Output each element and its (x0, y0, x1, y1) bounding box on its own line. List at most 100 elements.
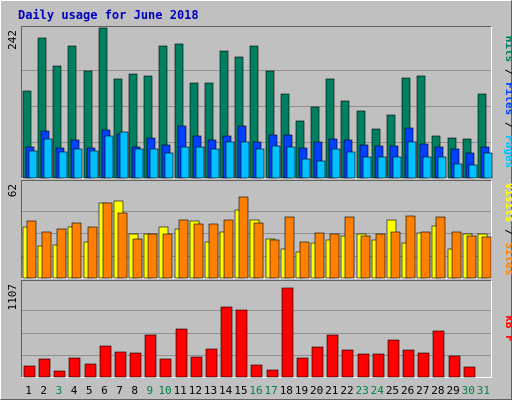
day-label: 12 (189, 384, 202, 397)
bar-sites (132, 238, 143, 279)
day-label: 22 (340, 384, 353, 397)
bar-sites (344, 216, 355, 279)
bar-sites (329, 233, 340, 279)
bar-sites (193, 223, 204, 279)
y-max-label: 62 (6, 184, 19, 197)
day-label: 25 (386, 384, 399, 397)
day-label: 27 (416, 384, 429, 397)
bar-kb-f (235, 309, 248, 378)
day-label: 10 (158, 384, 171, 397)
panel-hits_files_pages: 242 Hits / Files / Pages (6, 26, 512, 179)
plot-border-dark (21, 280, 492, 378)
bar-sites (269, 239, 280, 279)
day-label: 6 (101, 384, 108, 397)
bar-kb-f (417, 352, 430, 378)
bar-pages (164, 152, 174, 179)
day-label: 29 (446, 384, 459, 397)
bar-pages (346, 151, 356, 179)
bar-kb-f (341, 349, 354, 378)
bar-sites (117, 212, 128, 279)
bar-kb-f (68, 357, 81, 378)
bar-kb-f (357, 353, 370, 378)
plot-border-light (21, 180, 492, 279)
day-label: 5 (86, 384, 93, 397)
bar-sites (360, 235, 371, 279)
chart-title: Daily usage for June 2018 (18, 8, 199, 22)
axis-label-separator: / (503, 62, 512, 82)
bar-kb-f (387, 339, 400, 378)
plot-border-light (21, 280, 492, 378)
bar-kb-f (144, 334, 157, 378)
bar-pages (362, 156, 372, 179)
bar-kb-f (311, 346, 324, 378)
day-label: 15 (234, 384, 247, 397)
bar-sites (435, 216, 446, 279)
bar-kb-f (23, 365, 36, 378)
bar-sites (405, 215, 416, 279)
day-label: 14 (219, 384, 233, 397)
day-label: 21 (325, 384, 338, 397)
axis-label-part: Files (503, 82, 512, 115)
day-label: 24 (371, 384, 385, 397)
bar-sites (375, 233, 386, 279)
bar-sites (314, 232, 325, 279)
bar-pages (271, 145, 281, 179)
bar-kb-f (402, 349, 415, 378)
plot-border-dark (21, 180, 492, 279)
chart-panels: 242 Hits / Files / Pages 62 Visits / Sites 1… (6, 26, 512, 378)
day-label: 2 (40, 384, 47, 397)
bar-kb-f (38, 358, 51, 378)
axis-label-separator: / (503, 222, 512, 242)
panel-kbytes: 1107 kB F (6, 280, 512, 378)
bar-pages (43, 138, 53, 179)
bar-kb-f (190, 356, 203, 378)
bar-sites (284, 216, 295, 279)
bar-sites (451, 231, 462, 279)
day-label: 8 (131, 384, 138, 397)
bar-kb-f (114, 351, 127, 378)
bar-kb-f (250, 364, 263, 378)
bar-kb-f (281, 287, 294, 378)
bar-kb-f (175, 328, 188, 378)
bar-kb-f (326, 334, 339, 378)
bar-kb-f (220, 306, 233, 378)
panel-visits_sites: 62 Visits / Sites (6, 180, 512, 279)
day-axis: 1 2 3 4 5 6 7 8 9 10 11 12 13 14 15 16 17 18 19 20 21 22 23 24 2… (25, 384, 490, 397)
bar-pages (407, 141, 417, 179)
bar-pages (210, 148, 220, 179)
bar-pages (195, 146, 205, 179)
bar-pages (483, 152, 493, 179)
bar-sites (102, 202, 113, 279)
day-label: 7 (116, 384, 123, 397)
axis-label-part: Hits (503, 36, 512, 63)
axis-label-separator: / (503, 115, 512, 135)
bar-pages (134, 148, 144, 179)
bar-kb-f (448, 355, 461, 378)
day-label: 23 (356, 384, 369, 397)
bar-pages (331, 148, 341, 179)
bar-kb-f (53, 370, 66, 378)
bar-pages (180, 146, 190, 179)
bar-pages (119, 131, 129, 179)
day-label: 9 (147, 384, 154, 397)
day-label: 4 (71, 384, 78, 397)
day-label: 28 (431, 384, 444, 397)
bar-pages (240, 141, 250, 179)
bar-pages (422, 156, 432, 179)
bar-kb-f (84, 363, 97, 378)
bar-sites (87, 226, 98, 279)
bar-sites (390, 231, 401, 279)
bar-kb-f (372, 353, 385, 378)
bar-kb-f (159, 358, 172, 378)
bar-pages (149, 148, 159, 179)
bar-sites (26, 220, 37, 279)
axis-label-part: Visits (503, 183, 512, 223)
day-label: 31 (477, 384, 490, 397)
bar-pages (301, 158, 311, 179)
bar-pages (28, 150, 38, 179)
bar-sites (41, 231, 52, 279)
bar-kb-f (296, 357, 309, 378)
bar-pages (468, 164, 478, 179)
bar-sites (71, 222, 82, 279)
